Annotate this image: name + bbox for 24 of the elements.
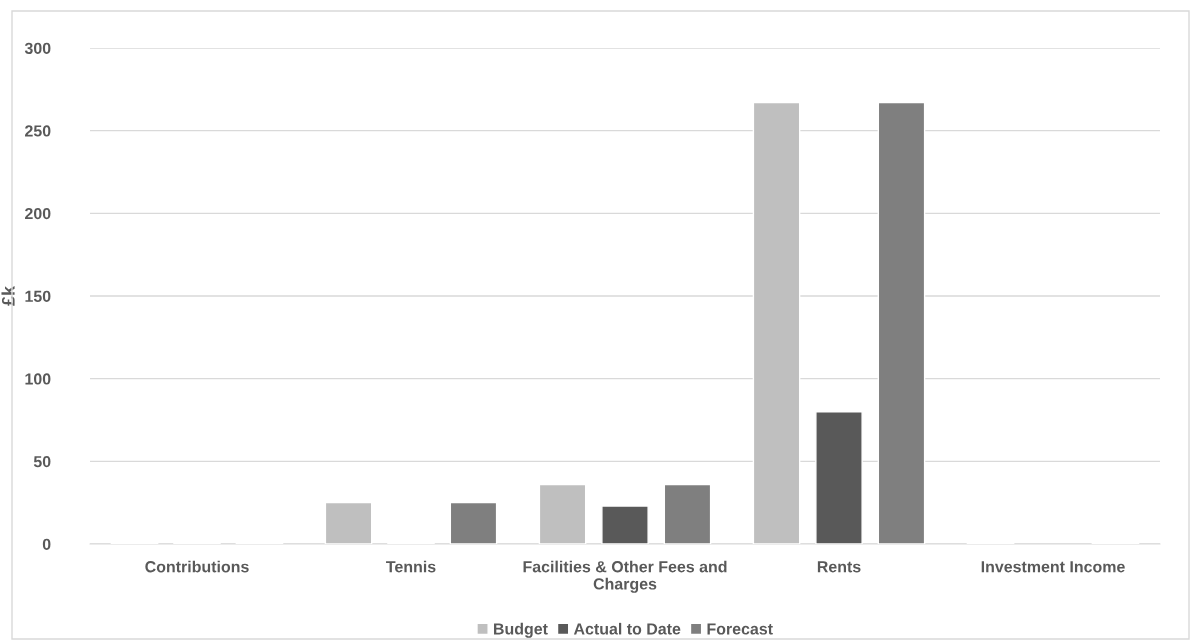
- y-tick-label: 250: [25, 125, 51, 137]
- x-tick-label: Tennis: [386, 560, 436, 573]
- y-tick-label: 100: [25, 373, 51, 385]
- legend-label: Actual to Date: [573, 622, 681, 635]
- bar: [815, 411, 863, 544]
- bar: [663, 483, 712, 544]
- y-tick-label: 150: [25, 290, 51, 302]
- bar: [449, 501, 498, 544]
- x-tick-label: Rents: [817, 561, 861, 573]
- y-axis-title: £k: [1, 285, 15, 306]
- y-tick-label: 0: [42, 538, 51, 550]
- legend-label: Forecast: [707, 623, 773, 635]
- x-tick-label: Contributions: [145, 560, 249, 573]
- y-tick-label: 200: [25, 207, 51, 220]
- x-tick-label: Investment Income: [981, 561, 1125, 573]
- y-tick-label: 50: [33, 455, 51, 468]
- bar: [601, 505, 649, 544]
- x-tick-label: Facilities & Other Fees and Charges: [523, 560, 727, 593]
- bar: [538, 483, 587, 544]
- y-tick-label: 300: [24, 42, 51, 54]
- bar: [877, 101, 926, 544]
- legend-label: Budget: [494, 622, 548, 638]
- bar: [324, 501, 373, 544]
- bar: [752, 101, 801, 544]
